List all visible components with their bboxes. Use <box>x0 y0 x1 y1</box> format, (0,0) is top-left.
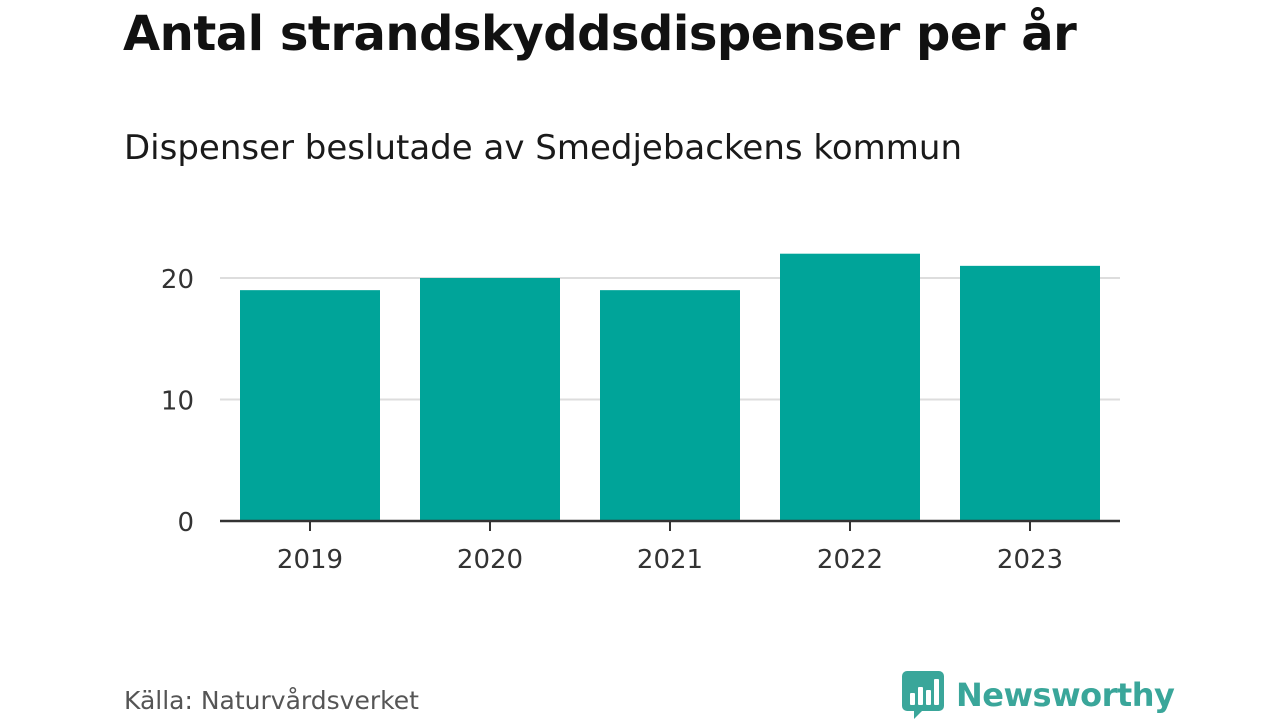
source-note: Källa: Naturvårdsverket <box>124 686 419 715</box>
bar-chart: 0 10 20 2019 2020 2021 2022 2023 <box>161 253 1120 575</box>
brand-name: Newsworthy <box>956 676 1175 714</box>
bar <box>960 265 1100 521</box>
brand-logo-block: Newsworthy <box>902 670 1175 720</box>
chart-title: Antal strandskyddsdispenser per år <box>123 6 1077 62</box>
x-tick-label: 2019 <box>277 545 343 575</box>
y-tick-label: 10 <box>161 387 194 417</box>
x-tick-label: 2020 <box>457 545 523 575</box>
y-tick-label: 0 <box>177 508 194 538</box>
bar <box>600 290 740 521</box>
x-tick-label: 2022 <box>817 545 883 575</box>
bar <box>420 278 560 521</box>
x-tick-label: 2023 <box>997 545 1063 575</box>
bar <box>240 290 380 521</box>
y-tick-label: 20 <box>161 265 194 295</box>
bar <box>780 253 920 521</box>
x-tick-label: 2021 <box>637 545 703 575</box>
chart-subtitle: Dispenser beslutade av Smedjebackens kom… <box>124 128 963 168</box>
newsworthy-logo-icon <box>902 671 944 719</box>
